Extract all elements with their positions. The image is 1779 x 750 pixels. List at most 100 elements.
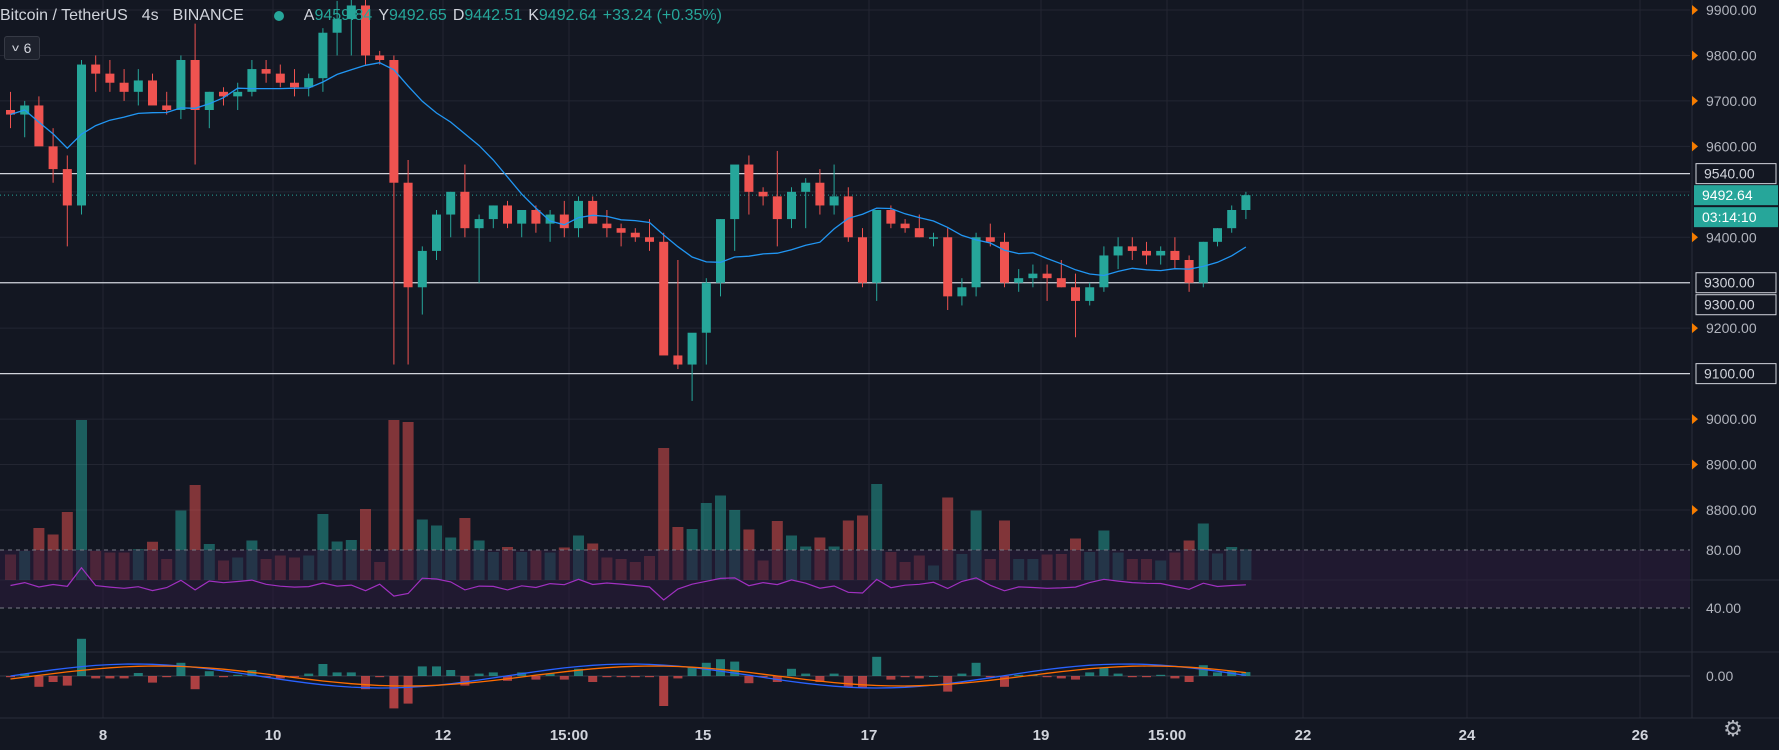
candle-body-62 xyxy=(886,210,896,224)
candle-body-37 xyxy=(531,210,541,224)
candle-body-54 xyxy=(772,196,782,220)
price-tick-5: 9200.00 xyxy=(1706,320,1757,336)
candle-body-49 xyxy=(701,282,711,333)
macd-hist-0 xyxy=(6,676,15,678)
candle-body-73 xyxy=(1042,273,1052,279)
candle-body-77 xyxy=(1099,255,1109,288)
candle-body-8 xyxy=(119,82,129,92)
time-label-8: 22 xyxy=(1295,727,1312,744)
volume-bar-29 xyxy=(416,519,428,580)
candle-body-7 xyxy=(105,73,115,83)
candle-body-13 xyxy=(190,60,200,110)
macd-hist-57 xyxy=(815,676,825,682)
macd-hist-62 xyxy=(886,676,896,680)
indicators-toggle-button[interactable]: v 6 xyxy=(4,36,40,60)
volume-bar-50 xyxy=(715,495,726,580)
candle-body-50 xyxy=(716,219,725,283)
macd-hist-2 xyxy=(34,676,44,687)
macd-hist-56 xyxy=(801,673,811,676)
volume-bar-46 xyxy=(658,448,670,580)
macd-hist-11 xyxy=(162,676,172,678)
alert-level-box-1 xyxy=(1695,272,1777,294)
candle-body-4 xyxy=(62,169,72,206)
candle-body-72 xyxy=(1028,273,1038,279)
macd-hist-75 xyxy=(1071,676,1080,680)
macd-hist-87 xyxy=(1241,672,1251,676)
alert-level-label-2: 9300.00 xyxy=(1704,297,1755,313)
candle-body-12 xyxy=(176,60,186,110)
macd-hist-68 xyxy=(971,662,981,676)
macd-hist-41 xyxy=(588,676,598,682)
macd-hist-65 xyxy=(929,676,938,677)
rsi-pane xyxy=(0,549,1690,609)
open-value: 9459.84 xyxy=(314,7,373,24)
volume-bar-25 xyxy=(360,509,371,580)
candle-body-17 xyxy=(247,69,257,92)
candle-body-31 xyxy=(446,191,456,215)
macd-hist-25 xyxy=(361,676,370,690)
candle-body-41 xyxy=(588,200,598,224)
alert-marker-4 xyxy=(1692,232,1698,243)
macd-hist-73 xyxy=(1042,676,1052,678)
candle-body-82 xyxy=(1170,250,1180,260)
macd-hist-42 xyxy=(602,676,612,678)
macd-hist-15 xyxy=(219,676,228,678)
candle-body-57 xyxy=(815,182,825,206)
candle-body-36 xyxy=(517,210,527,224)
candle-body-55 xyxy=(787,191,796,220)
high-label: Y xyxy=(378,7,389,24)
candle-body-3 xyxy=(48,146,58,170)
macd-hist-40 xyxy=(574,668,583,676)
macd-hist-58 xyxy=(829,673,839,676)
macd-hist-21 xyxy=(304,673,314,676)
macd-hist-70 xyxy=(1000,676,1009,687)
candle-body-48 xyxy=(687,332,697,365)
time-label-9: 24 xyxy=(1459,727,1476,744)
macd-hist-47 xyxy=(673,676,683,679)
macd-hist-10 xyxy=(148,676,157,683)
candle-body-46 xyxy=(659,241,669,356)
candle-body-86 xyxy=(1227,210,1237,229)
candle-body-2 xyxy=(34,105,44,147)
macd-hist-79 xyxy=(1127,676,1137,678)
price-tick-1: 9800.00 xyxy=(1706,47,1757,63)
macd-hist-6 xyxy=(91,676,101,679)
candle-body-42 xyxy=(602,223,612,229)
candle-body-65 xyxy=(929,237,938,239)
volume-bar-51 xyxy=(729,510,741,580)
macd-hist-4 xyxy=(62,676,72,686)
volume-bar-22 xyxy=(317,514,329,580)
macd-hist-22 xyxy=(318,664,328,676)
macd-hist-19 xyxy=(275,676,285,679)
candle-body-68 xyxy=(971,237,981,288)
macd-hist-83 xyxy=(1184,676,1194,682)
macd-hist-7 xyxy=(105,676,115,679)
interval-label[interactable]: 4s xyxy=(141,7,159,24)
candle-body-56 xyxy=(801,182,811,192)
macd-hist-53 xyxy=(758,676,768,678)
alert-level-box-2 xyxy=(1695,294,1777,316)
candle-body-18 xyxy=(261,69,271,74)
candle-body-64 xyxy=(914,228,924,238)
candle-body-22 xyxy=(318,32,328,79)
volume-bar-12 xyxy=(175,510,187,580)
low-value: 9442.51 xyxy=(464,7,523,24)
candle-body-10 xyxy=(148,80,157,106)
candle-body-23 xyxy=(332,19,342,33)
symbol-name[interactable]: Bitcoin / TetherUS xyxy=(0,7,128,24)
macd-hist-67 xyxy=(957,673,967,676)
candle-body-78 xyxy=(1113,246,1123,256)
macd-hist-33 xyxy=(474,673,484,676)
macd-hist-17 xyxy=(247,670,257,676)
candle-body-79 xyxy=(1127,246,1137,251)
candle-body-66 xyxy=(943,237,953,297)
candle-body-27 xyxy=(389,60,399,183)
macd-pane xyxy=(0,638,1690,709)
candle-body-61 xyxy=(872,210,882,283)
gear-icon[interactable]: ⚙ xyxy=(1723,716,1743,741)
macd-hist-50 xyxy=(716,659,725,676)
macd-hist-5 xyxy=(77,638,86,676)
price-axis[interactable]: 9900.00 9800.00 9700.00 9600.00 9400.00 9200.… xyxy=(1692,2,1778,684)
time-axis[interactable]: 8 10 12 15:00 15 17 19 15:00 22 24 26 xyxy=(99,727,1649,744)
